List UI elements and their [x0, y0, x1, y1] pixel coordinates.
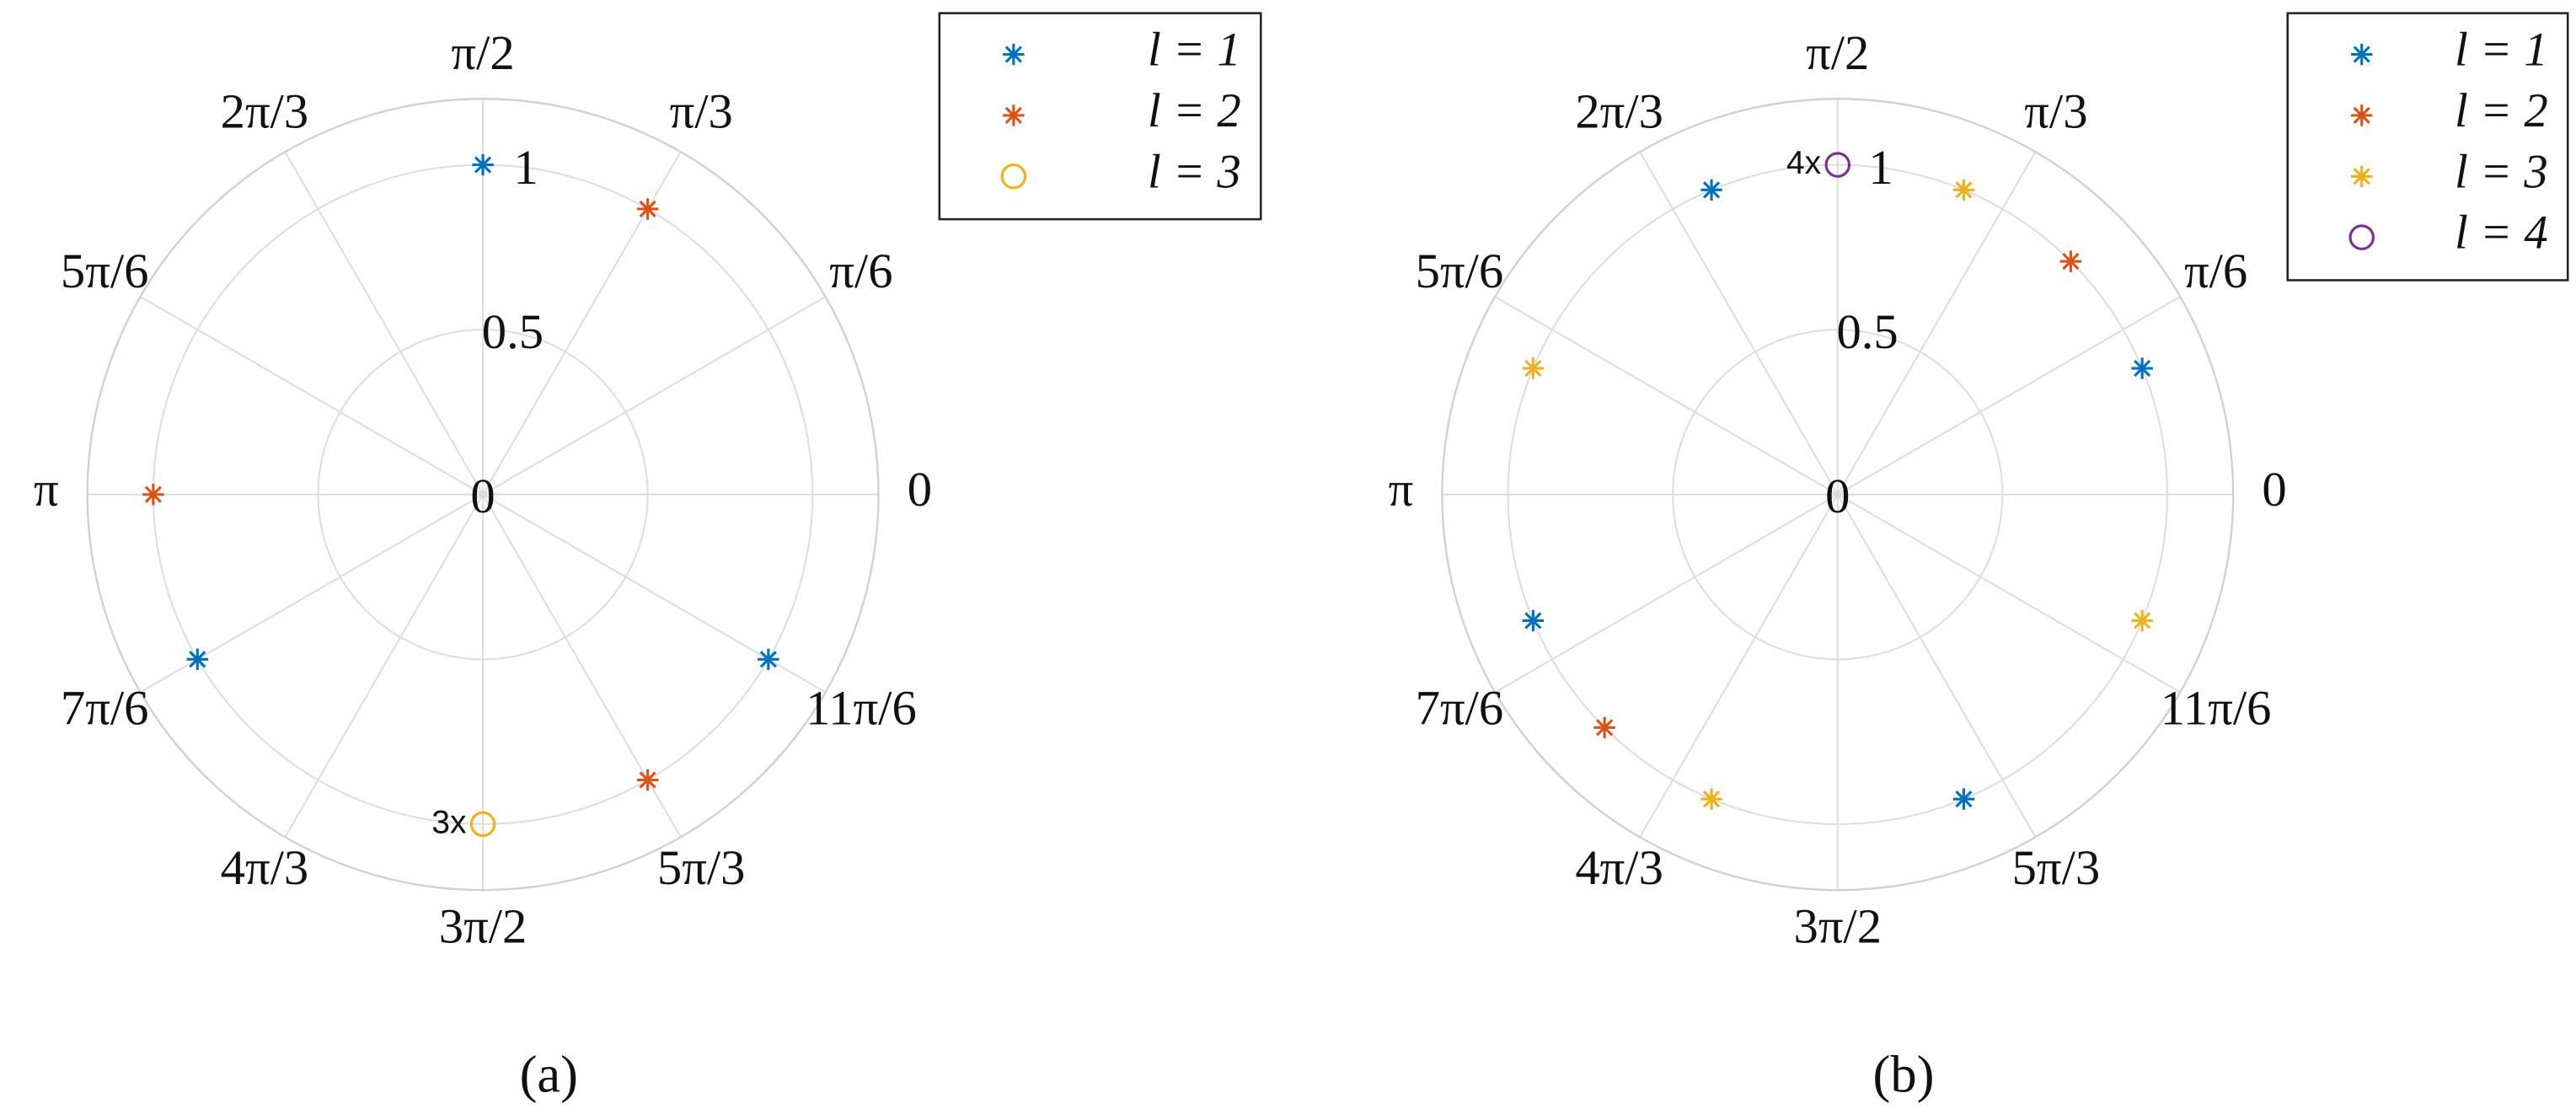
grid-circle: [1672, 329, 2004, 661]
theta-tick-label: 7π/6: [1416, 680, 1504, 735]
r-tick-label: 0: [470, 469, 495, 523]
annotation: 4x: [1786, 145, 1822, 181]
grid-spoke: [1639, 494, 1839, 838]
legend-label: l = 2: [1148, 84, 1241, 137]
marker: [2351, 165, 2373, 187]
theta-tick-label: 5π/3: [657, 840, 746, 895]
theta-tick-label: π/6: [2184, 244, 2247, 298]
theta-tick-label: π: [1389, 462, 1414, 517]
grid-spoke: [1837, 493, 2181, 694]
theta-tick-label: 0: [908, 462, 932, 517]
legend-box: [938, 12, 1262, 221]
r-tick-label: 1: [514, 140, 538, 195]
marker: [636, 198, 659, 220]
marker: [1593, 716, 1615, 739]
legend-label: l = 1: [1148, 24, 1241, 77]
legend-label: l = 4: [2455, 206, 2548, 260]
marker: [1952, 788, 1975, 810]
marker: [472, 153, 494, 176]
r-tick-label: 0.5: [1836, 304, 1898, 359]
marker: [636, 769, 659, 791]
r-tick-label: 1: [1868, 140, 1893, 195]
theta-tick-label: π/3: [2024, 83, 2087, 138]
grid-spoke: [1494, 296, 1839, 496]
theta-tick-label: 2π/3: [1575, 83, 1663, 138]
marker: [2351, 43, 2373, 66]
marker: [2131, 609, 2153, 632]
grid-spoke: [284, 151, 484, 496]
grid-spoke: [1494, 493, 1839, 694]
r-tick-label: 0.5: [482, 304, 544, 359]
grid-spoke: [140, 493, 484, 694]
theta-tick-label: π/6: [829, 244, 892, 298]
theta-tick-label: 4π/3: [1575, 840, 1663, 895]
theta-tick-label: 5π/6: [1416, 244, 1504, 298]
marker: [1003, 104, 1025, 126]
grid-spoke: [140, 296, 484, 496]
grid-spoke: [1639, 151, 1839, 496]
grid-spoke: [284, 494, 484, 838]
theta-tick-label: 7π/6: [61, 680, 149, 735]
theta-tick-label: 3π/2: [1793, 899, 1882, 954]
theta-tick-label: 11π/6: [806, 680, 917, 735]
theta-tick-label: π/3: [670, 83, 733, 138]
grid-spoke: [1836, 494, 2037, 838]
marker: [1522, 609, 1545, 632]
theta-tick-label: 5π/6: [61, 244, 149, 298]
marker: [186, 648, 209, 671]
outer-circle: [1441, 98, 2235, 892]
marker: [1000, 163, 1027, 190]
theta-tick-label: 3π/2: [439, 899, 528, 954]
legend-label: l = 1: [2455, 24, 2548, 77]
marker: [1003, 43, 1025, 66]
marker: [2059, 250, 2082, 272]
theta-tick-label: 5π/3: [2012, 840, 2101, 895]
marker: [758, 648, 779, 671]
outer-circle: [86, 98, 880, 892]
caption: (a): [520, 1044, 578, 1103]
grid-spoke: [482, 494, 682, 838]
theta-tick-label: 11π/6: [2161, 680, 2272, 735]
grid-circle: [1507, 163, 2168, 825]
marker: [1700, 179, 1722, 201]
legend-label: l = 3: [2455, 145, 2548, 198]
marker: [469, 811, 496, 838]
legend-box: [2286, 12, 2569, 281]
grid-spoke: [482, 493, 827, 694]
marker: [1952, 179, 1975, 201]
marker: [2348, 224, 2375, 250]
theta-tick-label: π: [34, 462, 59, 517]
marker: [2351, 104, 2373, 126]
r-tick-label: 0: [1825, 469, 1850, 523]
marker: [1522, 357, 1545, 379]
grid-circle: [317, 329, 649, 661]
caption: (b): [1873, 1044, 1935, 1103]
marker: [142, 484, 164, 506]
legend-label: l = 2: [2455, 84, 2548, 137]
marker: [2131, 357, 2153, 379]
theta-tick-label: 2π/3: [221, 83, 309, 138]
legend-label: l = 3: [1148, 145, 1241, 198]
theta-tick-label: 4π/3: [221, 840, 309, 895]
theta-tick-label: π/2: [451, 25, 514, 80]
marker: [1700, 788, 1722, 810]
theta-tick-label: 0: [2262, 462, 2286, 517]
theta-tick-label: π/2: [1806, 25, 1869, 80]
marker: [1824, 152, 1851, 178]
annotation: 3x: [431, 804, 467, 840]
